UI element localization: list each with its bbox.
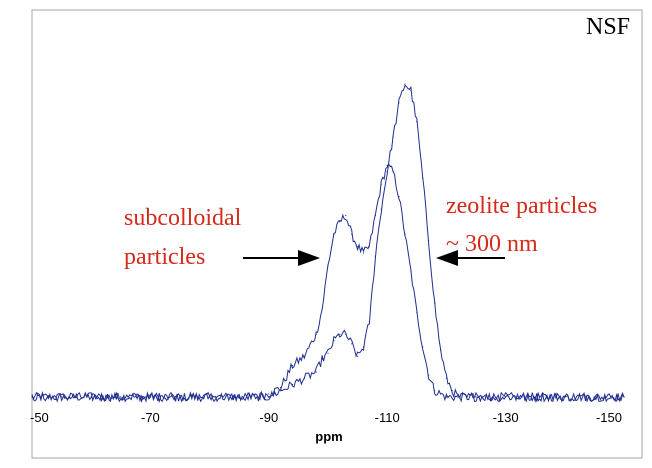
annotation-zeolite-line2: ~ 300 nm xyxy=(446,231,538,257)
data-point xyxy=(179,396,181,398)
data-point xyxy=(321,308,323,310)
data-point xyxy=(422,177,424,179)
x-tick-label: -110 xyxy=(375,410,400,425)
data-point xyxy=(386,164,388,166)
data-point xyxy=(362,252,365,254)
data-point xyxy=(416,121,418,123)
data-point xyxy=(380,183,382,185)
data-point xyxy=(362,346,365,348)
data-point xyxy=(368,246,370,248)
data-point xyxy=(445,377,447,379)
data-point xyxy=(327,352,329,354)
arrow-zeolite-head xyxy=(436,250,458,266)
data-point xyxy=(593,396,596,398)
data-point xyxy=(451,390,453,392)
data-point xyxy=(505,396,507,398)
x-axis-label: ppm xyxy=(315,429,342,444)
annotation-subcolloidal-line1: subcolloidal xyxy=(124,205,242,231)
data-point xyxy=(268,393,270,395)
chart-frame xyxy=(31,9,643,459)
data-point xyxy=(291,383,294,386)
data-point xyxy=(434,302,436,304)
data-point xyxy=(351,343,353,345)
series-line-2 xyxy=(31,84,625,404)
x-tick-label: -90 xyxy=(259,410,278,425)
data-point xyxy=(392,171,394,173)
data-point xyxy=(351,233,353,235)
x-tick-label: -50 xyxy=(30,410,49,425)
data-point xyxy=(623,396,625,398)
data-point xyxy=(457,396,459,398)
data-point xyxy=(398,196,400,198)
data-point xyxy=(339,333,341,335)
data-point xyxy=(404,233,406,235)
data-point xyxy=(303,355,305,357)
data-point xyxy=(209,396,211,398)
data-point xyxy=(410,89,412,91)
data-point xyxy=(280,390,282,392)
x-tick-label: -70 xyxy=(141,410,160,425)
data-point xyxy=(339,221,341,223)
x-tick-label: -130 xyxy=(493,410,519,425)
data-point xyxy=(333,233,335,235)
data-point xyxy=(422,346,424,348)
data-point xyxy=(428,374,430,376)
annotation-subcolloidal: subcolloidal particles xyxy=(124,205,320,270)
data-point xyxy=(315,371,317,373)
data-point xyxy=(357,246,359,248)
data-point xyxy=(357,355,359,357)
data-point xyxy=(374,255,376,257)
data-point xyxy=(327,264,329,267)
spectrum-traces xyxy=(31,83,625,404)
corner-label: NSF xyxy=(586,14,630,40)
data-point xyxy=(303,377,305,379)
annotation-zeolite-line1: zeolite particles xyxy=(446,193,597,219)
arrow-subcolloidal-head xyxy=(298,250,320,266)
data-point xyxy=(564,396,566,398)
data-point xyxy=(256,396,258,398)
data-point xyxy=(398,102,400,104)
annotation-zeolite: zeolite particles ~ 300 nm xyxy=(436,193,597,266)
data-point xyxy=(374,214,376,217)
data-point xyxy=(439,349,442,351)
data-point xyxy=(404,83,406,85)
data-point xyxy=(280,387,282,389)
data-point xyxy=(321,358,323,360)
data-point xyxy=(31,396,33,398)
data-point xyxy=(291,365,294,367)
data-point xyxy=(445,396,447,398)
data-point xyxy=(416,311,418,314)
data-point xyxy=(90,396,92,398)
data-point xyxy=(120,396,122,398)
data-point xyxy=(345,214,347,217)
data-point xyxy=(428,239,430,242)
data-point xyxy=(268,396,270,398)
data-point xyxy=(333,340,335,342)
data-point xyxy=(386,171,388,173)
data-point xyxy=(315,333,317,335)
data-point xyxy=(368,321,370,323)
data-point xyxy=(410,271,412,273)
data-point xyxy=(392,136,394,138)
x-tick-labels: -50 -70 -90 -110 -130 -150 xyxy=(30,410,622,425)
data-point xyxy=(439,393,442,395)
x-tick-label: -150 xyxy=(596,410,622,425)
annotation-subcolloidal-line2: particles xyxy=(124,244,205,270)
data-point xyxy=(475,396,477,398)
data-point xyxy=(61,396,63,398)
data-point xyxy=(345,333,347,335)
data-point xyxy=(534,396,536,398)
data-point xyxy=(380,208,382,210)
data-point xyxy=(238,396,240,398)
data-point xyxy=(434,390,436,392)
data-point xyxy=(149,396,151,398)
